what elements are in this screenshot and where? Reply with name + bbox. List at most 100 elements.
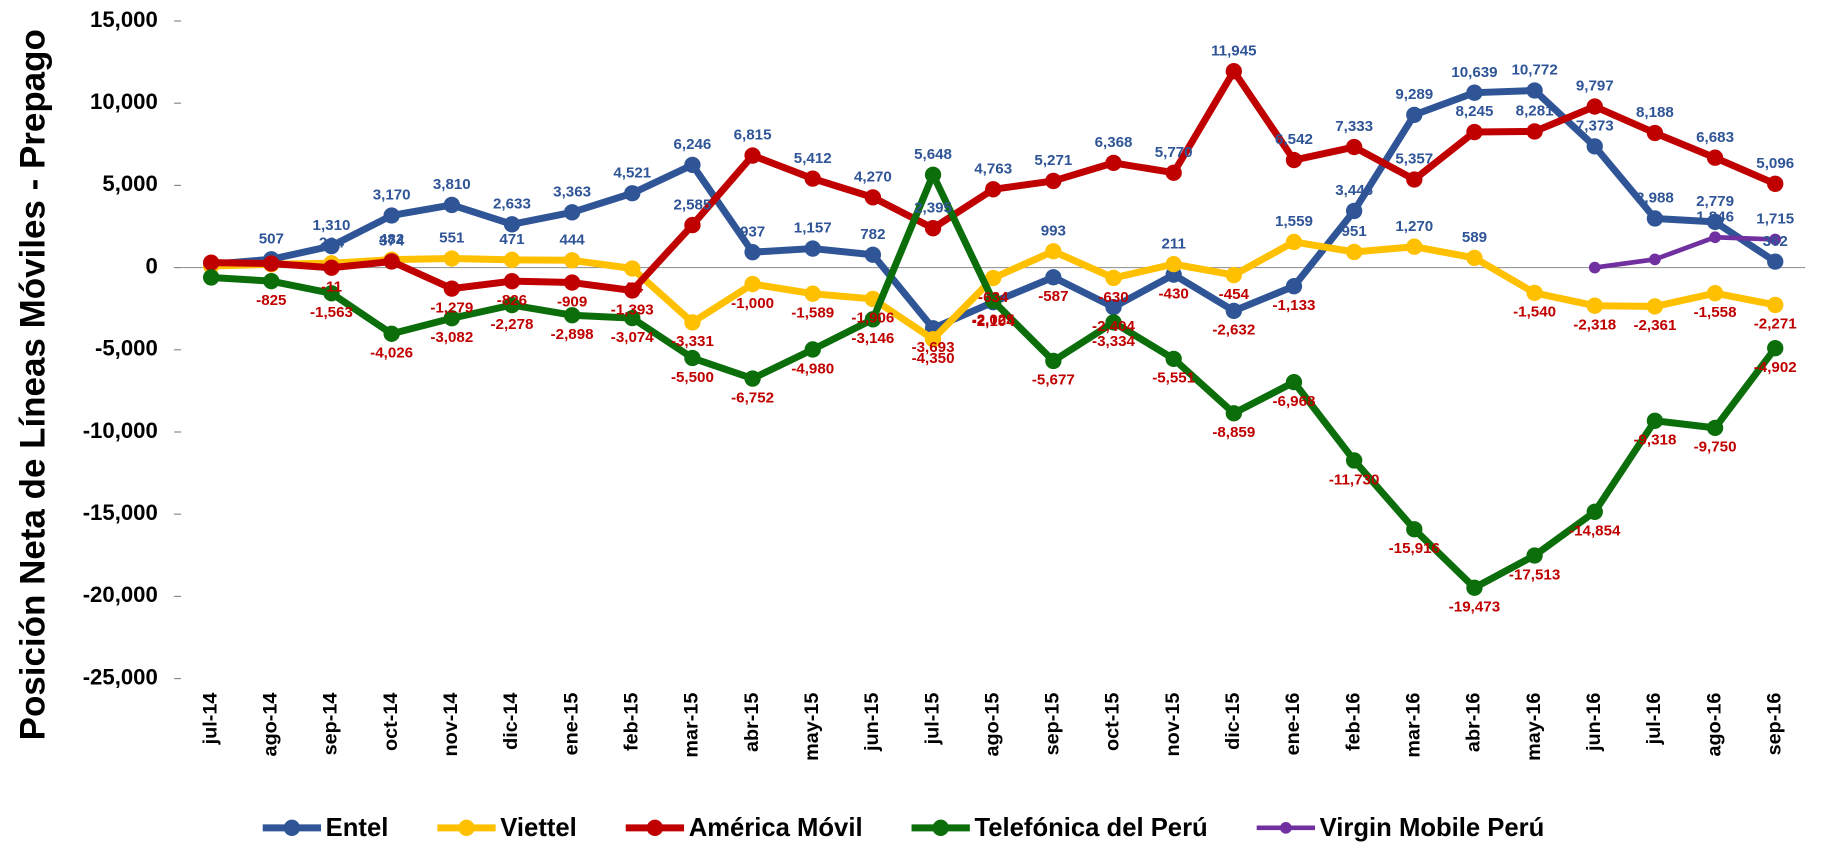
data-point: [383, 207, 400, 224]
data-point: [503, 216, 521, 233]
legend-marker: [932, 819, 949, 837]
data-label: -14,854: [1569, 523, 1621, 540]
data-label: 2,585: [673, 196, 711, 213]
data-label: 264: [319, 234, 345, 251]
data-point: [1165, 350, 1182, 368]
x-tick-label: ene-15: [560, 693, 582, 756]
data-point: [624, 309, 641, 327]
data-label: 6,246: [673, 136, 711, 153]
data-point: [1646, 124, 1664, 142]
data-label: -3,334: [1092, 333, 1136, 350]
data-point: [864, 246, 882, 263]
legend-label: América Móvil: [689, 814, 863, 842]
data-label: -825: [256, 292, 286, 309]
data-label: 1,715: [1756, 211, 1794, 228]
data-label: 2,988: [1636, 190, 1674, 207]
data-label: -1,540: [1513, 304, 1556, 321]
data-point: [744, 147, 761, 164]
data-label: 9,289: [1395, 86, 1433, 103]
data-point: [443, 310, 460, 327]
data-point: [383, 325, 400, 342]
data-label: 507: [259, 230, 284, 247]
data-point: [323, 285, 340, 302]
data-label: 8,245: [1456, 103, 1494, 120]
data-point: [1586, 297, 1603, 314]
x-tick-label: may-16: [1523, 693, 1545, 761]
data-label: -2,632: [1212, 322, 1255, 339]
data-label: -2,898: [551, 326, 594, 343]
data-point: [1646, 298, 1664, 315]
data-point: [1586, 503, 1603, 520]
data-label: 2,633: [493, 195, 531, 212]
data-point: [804, 240, 821, 257]
data-label: 951: [1342, 223, 1367, 240]
data-point: [804, 285, 821, 302]
data-label: -17,513: [1509, 566, 1560, 583]
x-tick-label: mar-15: [681, 693, 703, 758]
data-point: [1105, 314, 1122, 331]
data-label: 5,271: [1034, 152, 1072, 169]
data-point: [804, 341, 821, 358]
data-label: 10,639: [1451, 64, 1497, 81]
data-label: -909: [557, 293, 587, 310]
data-point: [1706, 285, 1724, 302]
data-label: 2,779: [1696, 193, 1734, 210]
x-tick-label: ene-16: [1282, 693, 1304, 756]
data-point: [1045, 352, 1062, 370]
data-label: 551: [439, 230, 464, 247]
data-label: -3,074: [611, 329, 655, 346]
data-label: -1,133: [1273, 297, 1316, 314]
data-point: [684, 216, 701, 234]
data-point: [864, 311, 882, 328]
data-point: [1105, 298, 1122, 316]
data-point: [744, 275, 761, 293]
data-point: [1526, 547, 1543, 564]
data-point: [1706, 149, 1724, 166]
data-label: 11,945: [1211, 42, 1256, 59]
data-label: 6,368: [1095, 134, 1133, 151]
data-label: -826: [497, 292, 527, 309]
data-point: [1045, 269, 1062, 286]
data-point: [684, 349, 701, 367]
data-label: 8,281: [1516, 103, 1554, 120]
data-point: [1406, 521, 1423, 538]
data-label: -5,677: [1032, 372, 1075, 389]
y-tick-label: -10,000: [83, 418, 158, 443]
data-label: 1,270: [1395, 218, 1433, 235]
legend-label: Telefónica del Perú: [975, 814, 1208, 842]
data-label: -2,104: [972, 313, 1016, 330]
data-label: -2,271: [1754, 316, 1797, 333]
data-label: -4,350: [912, 350, 955, 367]
data-label: -4,902: [1754, 359, 1797, 376]
data-point: [1706, 419, 1724, 437]
data-label: -1,558: [1694, 304, 1737, 321]
data-point: [1225, 302, 1242, 320]
data-point: [1706, 213, 1724, 231]
data-label: 5,096: [1756, 155, 1794, 172]
data-label: -9,318: [1633, 432, 1676, 449]
data-label: -6,752: [731, 389, 774, 406]
x-tick-label: nov-15: [1162, 693, 1184, 757]
data-point: [1345, 243, 1363, 261]
data-point: [1406, 171, 1423, 188]
data-label: -5,500: [671, 369, 714, 386]
data-point: [563, 204, 581, 221]
data-label: 5,648: [914, 146, 952, 163]
data-point: [684, 156, 701, 174]
legend-marker: [646, 819, 664, 837]
x-tick-label: sep-16: [1763, 693, 1785, 756]
data-label: -634: [978, 289, 1009, 306]
data-label: 5,412: [794, 150, 832, 167]
x-tick-label: oct-15: [1102, 693, 1124, 751]
legend-marker: [283, 819, 301, 837]
data-label: 6,815: [734, 127, 772, 144]
x-tick-label: may-15: [801, 693, 823, 761]
data-label: 471: [499, 231, 524, 248]
data-label: 3,446: [1335, 182, 1373, 199]
data-point: [1285, 151, 1303, 169]
data-point: [443, 196, 460, 214]
data-point: [323, 259, 340, 276]
data-point: [1526, 82, 1543, 99]
data-point: [1526, 284, 1543, 302]
data-label: 2,395: [914, 199, 952, 216]
